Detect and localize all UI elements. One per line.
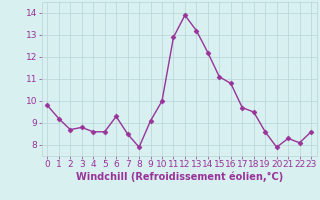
X-axis label: Windchill (Refroidissement éolien,°C): Windchill (Refroidissement éolien,°C) (76, 172, 283, 182)
